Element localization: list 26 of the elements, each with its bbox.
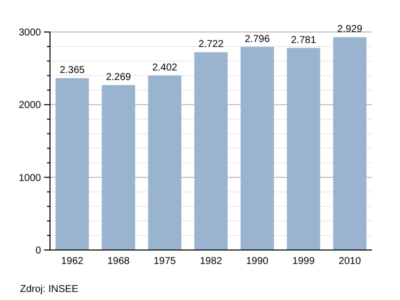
bar <box>102 85 136 250</box>
data-label: 2.269 <box>106 72 132 84</box>
bar <box>56 78 89 250</box>
x-tick-label: 1999 <box>292 256 316 267</box>
data-label: 2.722 <box>198 39 224 50</box>
x-tick-label: 1962 <box>61 256 84 267</box>
data-label: 2.402 <box>152 62 178 74</box>
bar <box>194 52 228 250</box>
data-label: 2.929 <box>337 24 363 36</box>
x-tick-label: 1975 <box>154 256 176 267</box>
bar <box>286 48 320 250</box>
data-label: 2.781 <box>291 34 316 46</box>
y-tick-label: 3000 <box>18 28 42 38</box>
x-tick-label: 2010 <box>338 256 362 267</box>
data-label: 2.796 <box>244 34 270 45</box>
y-tick-label: 1000 <box>18 172 42 184</box>
x-tick-label: 1990 <box>246 256 269 267</box>
bar <box>148 75 182 250</box>
x-tick-label: 1968 <box>107 256 130 267</box>
y-tick-label: 2000 <box>18 100 42 112</box>
text: Zdroj: INSEE <box>20 284 79 295</box>
y-tick-label: 0 <box>35 246 42 256</box>
data-label: 2.365 <box>60 65 86 76</box>
bar <box>333 37 366 250</box>
bar <box>240 46 274 250</box>
x-tick-label: 1982 <box>200 256 223 267</box>
